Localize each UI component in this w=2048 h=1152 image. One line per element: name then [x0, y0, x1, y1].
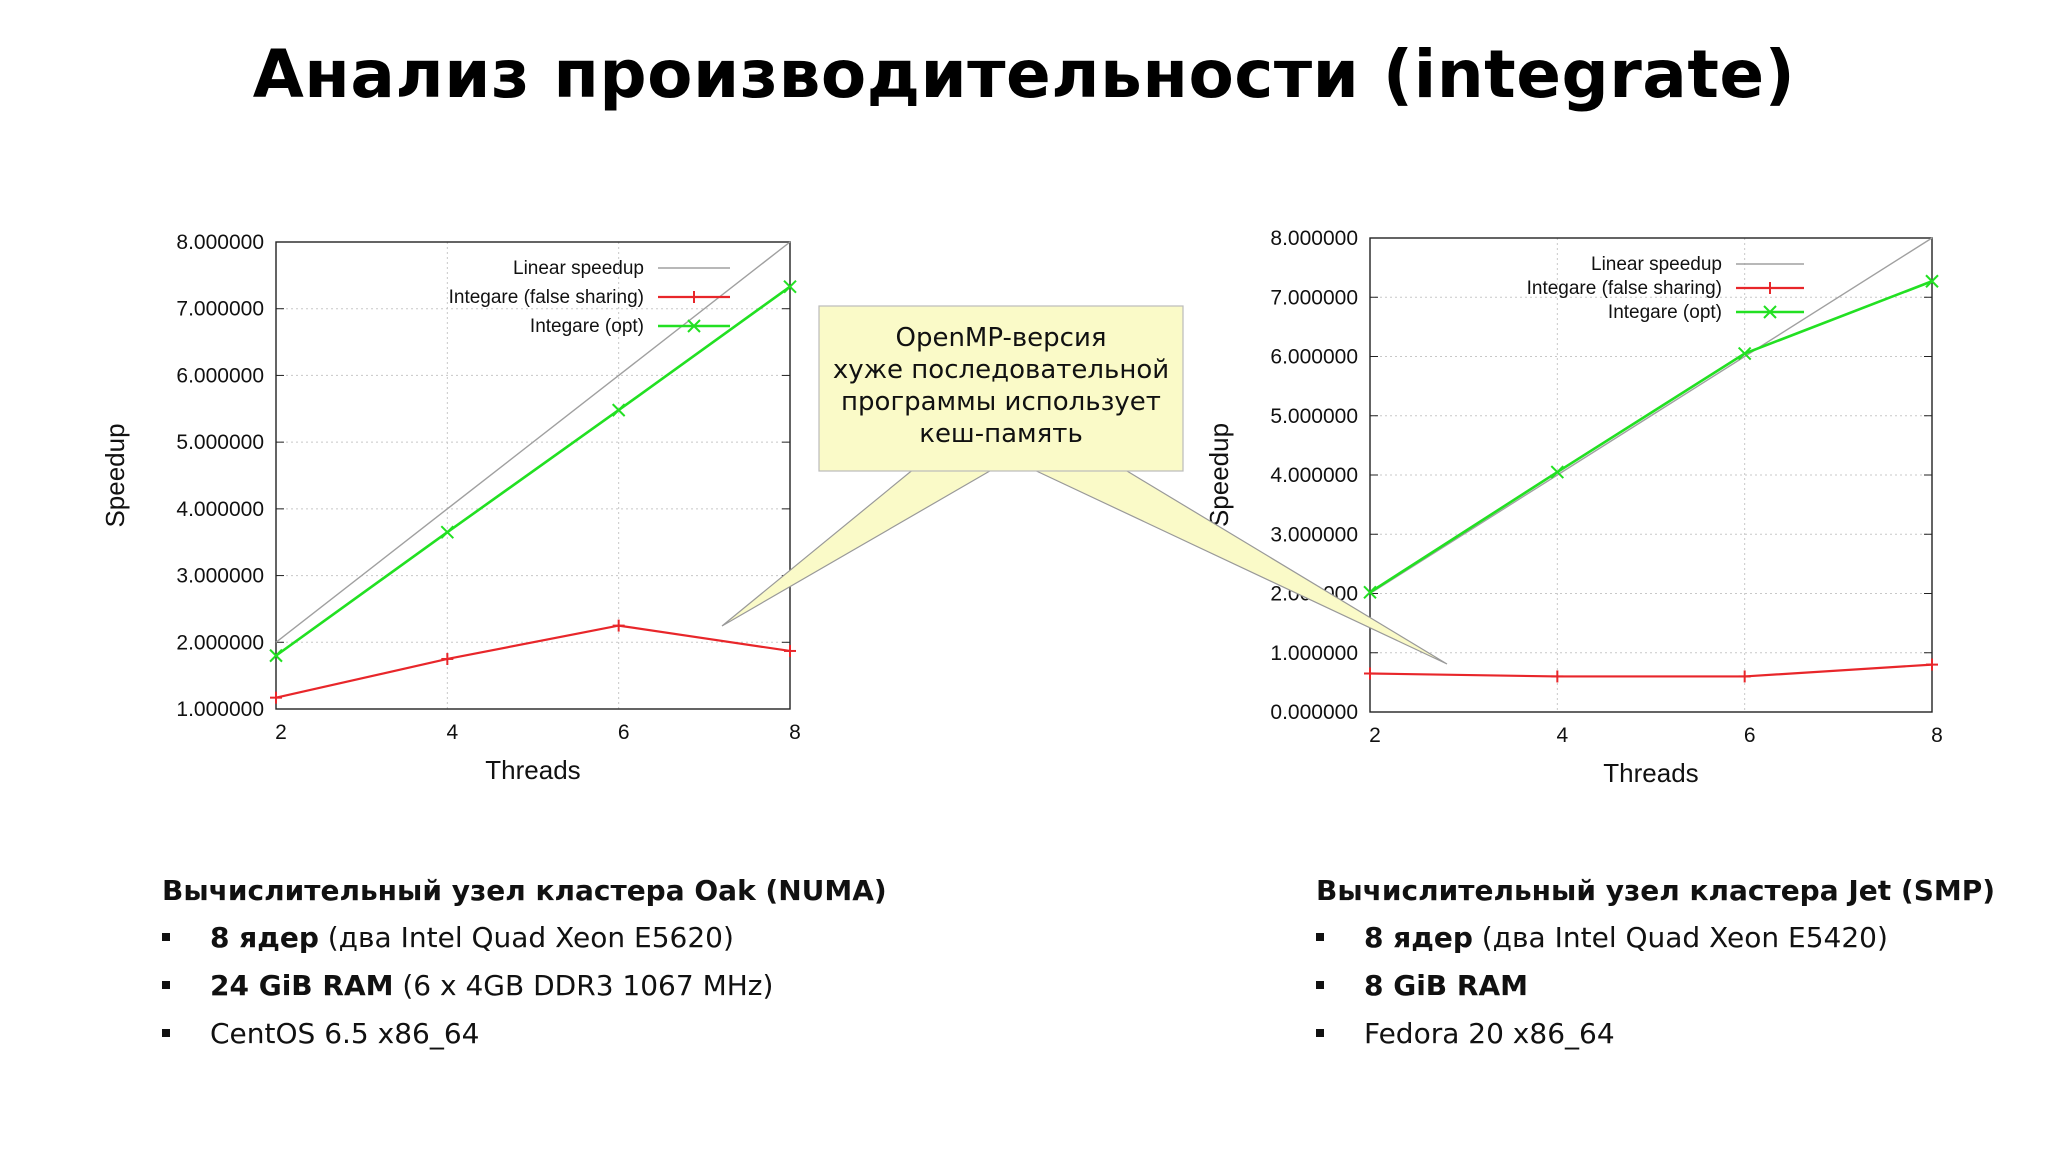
y-axis-title: Speedup: [100, 423, 130, 527]
spec-item: Fedora 20 x86_64: [1316, 1011, 1995, 1059]
series-line: [1369, 237, 1933, 595]
spec-text: CentOS 6.5 x86_64: [210, 1017, 480, 1050]
legend-label: Integare (false sharing): [1527, 278, 1722, 299]
y-tick-label: 3.000000: [1270, 523, 1358, 546]
series-line: [1369, 663, 1933, 678]
y-tick-label: 4.000000: [1270, 464, 1358, 487]
y-tick-label: 8.000000: [176, 231, 264, 254]
series-line: [1369, 280, 1933, 594]
y-tick-label: 7.000000: [1270, 286, 1358, 309]
speedup-chart-oak: 1.000000 2.000000 3.000000 4.000000 5.000000…: [100, 231, 801, 785]
jet-node-specs: Вычислительный узел кластера Jet (SMP) 8…: [1316, 874, 1995, 1059]
bullet-icon: [1316, 1029, 1324, 1037]
y-tick-label: 0.000000: [1270, 701, 1358, 724]
spec-item: 24 GiB RAM (6 x 4GB DDR3 1067 MHz): [162, 963, 887, 1011]
y-tick-label: 7.000000: [176, 298, 264, 321]
callout-text: OpenMP-версия хуже последовательной прог…: [820, 322, 1182, 450]
series-line: [275, 285, 791, 657]
legend-label: Linear speedup: [1591, 254, 1722, 275]
y-tick-label: 6.000000: [176, 364, 264, 387]
spec-item: CentOS 6.5 x86_64: [162, 1011, 887, 1059]
legend-label: Integare (opt): [530, 316, 644, 337]
x-tick-label: 2: [275, 721, 287, 744]
callout-line: программы использует: [841, 387, 1161, 417]
legend-marker: [1763, 305, 1777, 319]
data-point: [1925, 274, 1939, 288]
data-point: [1550, 465, 1565, 479]
legend-label: Integare (opt): [1608, 302, 1722, 323]
y-tick-label: 8.000000: [1270, 227, 1358, 250]
bullet-icon: [162, 1029, 170, 1037]
data-point: [1737, 346, 1752, 361]
speedup-chart-jet: 0.000000 1.000000 2.000000 3.000000 4.000000…: [1204, 227, 1943, 788]
y-tick-label: 2.000000: [1270, 583, 1358, 606]
callout-line: хуже последовательной: [832, 355, 1170, 385]
x-axis-title: Threads: [1603, 758, 1698, 788]
spec-text: (два Intel Quad Xeon E5620): [318, 921, 734, 954]
x-tick-label: 6: [618, 721, 630, 744]
x-tick-label: 6: [1744, 724, 1756, 747]
legend-label: Linear speedup: [513, 258, 644, 279]
y-tick-label: 2.000000: [176, 631, 264, 654]
x-tick-label: 4: [446, 721, 458, 744]
bullet-icon: [1316, 933, 1324, 941]
series-line: [275, 241, 791, 643]
spec-bold: 8 ядер: [1364, 921, 1473, 954]
spec-item: 8 ядер (два Intel Quad Xeon E5420): [1316, 915, 1995, 963]
spec-text: (6 x 4GB DDR3 1067 MHz): [393, 969, 774, 1002]
y-tick-label: 5.000000: [176, 431, 264, 454]
x-tick-label: 8: [1931, 724, 1943, 747]
data-point: [269, 648, 283, 663]
oak-node-specs: Вычислительный узел кластера Oak (NUMA) …: [162, 874, 887, 1059]
slide-title: Анализ производительности (integrate): [252, 36, 1796, 113]
spec-item: 8 ядер (два Intel Quad Xeon E5620): [162, 915, 887, 963]
spec-bold: 24 GiB RAM: [210, 969, 394, 1002]
x-tick-label: 8: [789, 721, 801, 744]
spec-text: Fedora 20 x86_64: [1364, 1017, 1615, 1050]
y-axis-title: Speedup: [1204, 423, 1234, 527]
x-axis-title: Threads: [485, 755, 580, 785]
spec-bold: 8 GiB RAM: [1364, 969, 1528, 1002]
y-tick-label: 1.000000: [176, 698, 264, 721]
jet-node-title: Вычислительный узел кластера Jet (SMP): [1316, 874, 1996, 907]
x-tick-label: 4: [1556, 724, 1568, 747]
series-line: [275, 624, 791, 699]
y-tick-label: 4.000000: [176, 498, 264, 521]
callout-line: OpenMP-версия: [895, 323, 1107, 353]
data-point: [783, 279, 797, 294]
x-tick-label: 2: [1369, 724, 1381, 747]
y-tick-label: 6.000000: [1270, 346, 1358, 369]
data-point: [611, 403, 626, 417]
callout-line: кеш-память: [919, 419, 1083, 449]
bullet-icon: [162, 933, 170, 941]
y-tick-label: 5.000000: [1270, 405, 1358, 428]
y-tick-label: 3.000000: [176, 565, 264, 588]
spec-item: 8 GiB RAM: [1316, 963, 1995, 1011]
spec-text: (два Intel Quad Xeon E5420): [1472, 921, 1888, 954]
y-tick-label: 1.000000: [1270, 642, 1358, 665]
bullet-icon: [1316, 981, 1324, 989]
legend-marker: [687, 319, 701, 333]
bullet-icon: [162, 981, 170, 989]
oak-node-title: Вычислительный узел кластера Oak (NUMA): [162, 874, 887, 907]
data-point: [440, 525, 455, 539]
legend-label: Integare (false sharing): [449, 287, 644, 308]
spec-bold: 8 ядер: [210, 921, 319, 954]
